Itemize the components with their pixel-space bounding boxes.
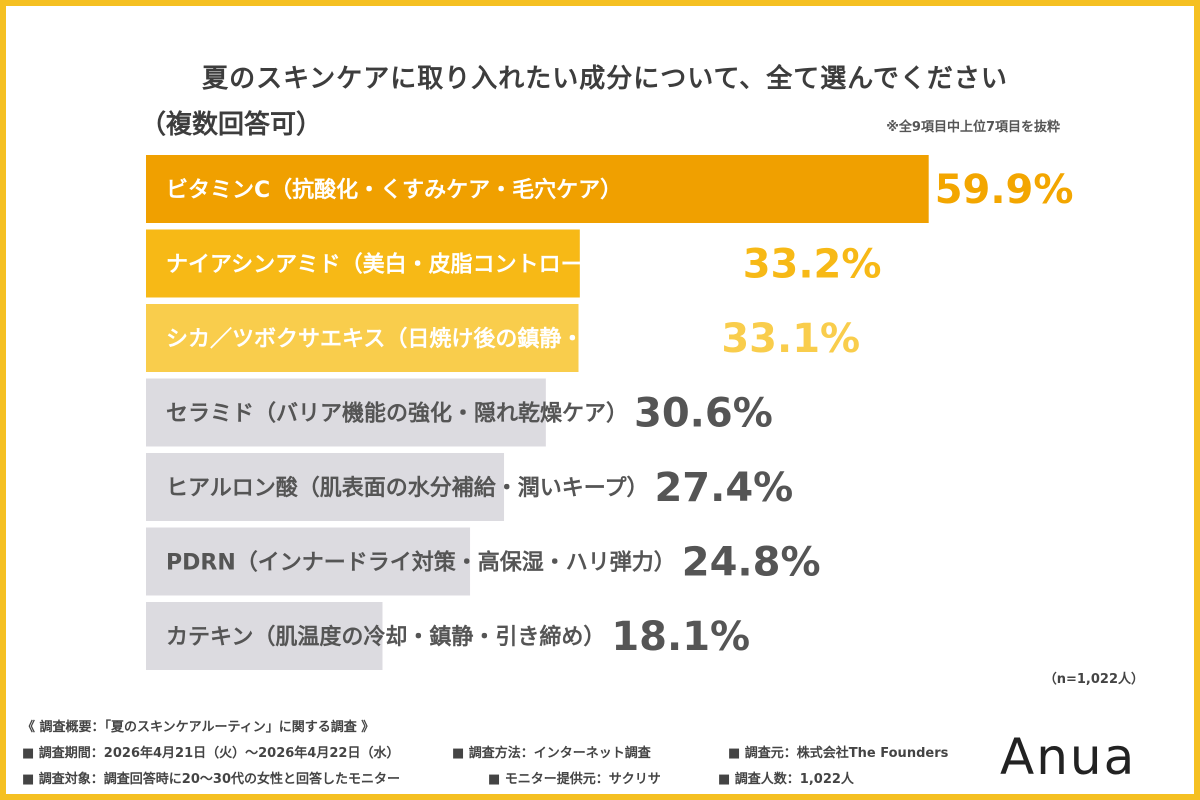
sample-size: （n=1,022人）: [1043, 672, 1144, 687]
anua-logo: Anua: [1000, 728, 1137, 786]
bar-5: [146, 453, 505, 521]
survey-summary: 《 調査概要：「夏のスキンケアルーティン」に関する調査 》: [22, 720, 375, 735]
bar-label-7: カテキン（肌温度の冷却・鎮静・引き締め）: [166, 624, 605, 650]
chart-note: ※全9項目中上位7項目を抜粋: [886, 120, 1060, 135]
chart-title: 夏のスキンケアに取り入れたい成分について、全て選んでください: [202, 64, 1008, 94]
bar-1: [146, 155, 929, 223]
value-label-1: 59.9%: [935, 167, 1074, 213]
survey-method: ■ 調査方法：インターネット調査: [452, 746, 651, 761]
value-label-7: 18.1%: [611, 614, 750, 660]
bar-label-3: シカ／ツボクサエキス（日焼け後の鎮静・肌荒れ防止）: [166, 326, 715, 352]
bar-2: [146, 229, 580, 298]
bar-6: [146, 527, 471, 596]
chart-subtitle: （複数回答可）: [140, 110, 323, 140]
bar-4: [146, 378, 546, 447]
bar-label-5: ヒアルロン酸（肌表面の水分補給・潤いキープ）: [166, 475, 648, 501]
bar-3: [146, 304, 579, 372]
monitor-provider: ■ モニター提供元：サクリサ: [488, 772, 661, 787]
value-label-2: 33.2%: [743, 242, 882, 288]
survey-count: ■ 調査人数：1,022人: [718, 772, 854, 787]
survey-target: ■ 調査対象：調査回答時に20〜30代の女性と回答したモニター: [22, 772, 400, 787]
value-label-6: 24.8%: [682, 540, 821, 586]
bar-label-6: PDRN（インナードライ対策・高保湿・ハリ弾力）: [166, 550, 676, 576]
bar-label-1: ビタミンC（抗酸化・くすみケア・毛穴ケア）: [166, 177, 622, 203]
survey-period: ■ 調査期間：2026年4月21日（火）〜2026年4月22日（水）: [22, 746, 400, 761]
value-label-3: 33.1%: [721, 316, 860, 362]
value-label-4: 30.6%: [634, 391, 773, 437]
bar-7: [146, 602, 383, 670]
bar-label-2: ナイアシンアミド（美白・皮脂コントロール・シワ改善）: [166, 252, 737, 278]
value-label-5: 27.4%: [654, 465, 793, 511]
bar-label-4: セラミド（バリア機能の強化・隠れ乾燥ケア）: [166, 401, 628, 427]
survey-source: ■ 調査元：株式会社The Founders: [728, 746, 949, 761]
